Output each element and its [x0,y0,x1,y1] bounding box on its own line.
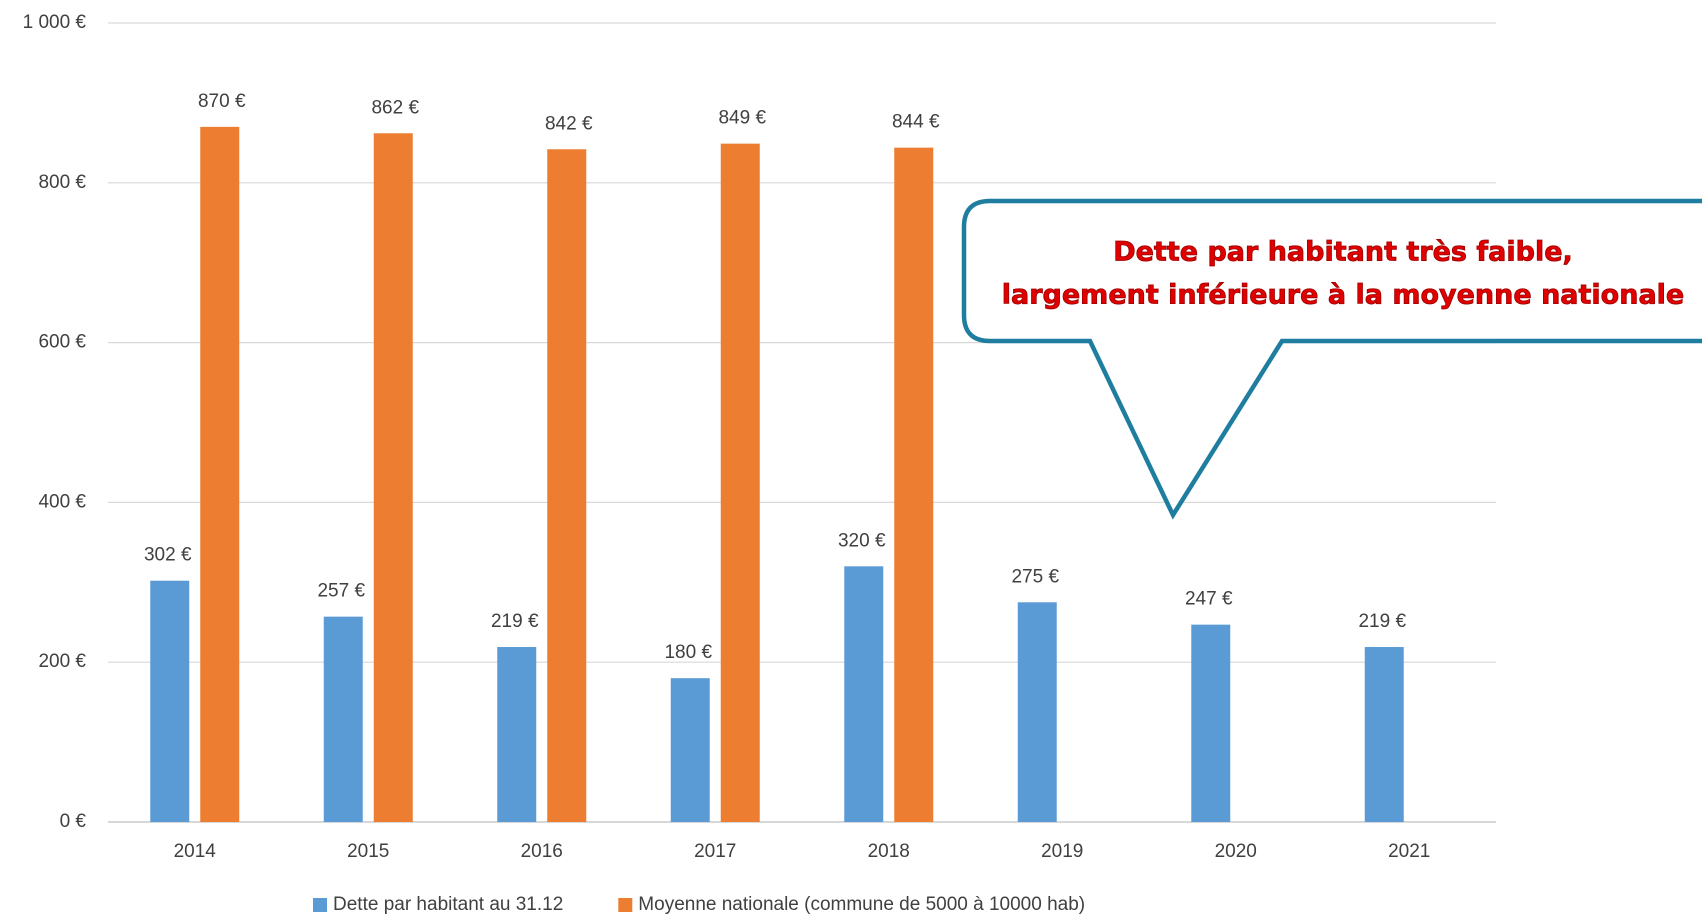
x-tick-label: 2021 [1388,841,1430,862]
data-label: 320 € [838,530,886,551]
data-label: 275 € [1011,566,1059,587]
data-label: 257 € [317,581,365,602]
annotation-line: largement inférieure à la moyenne nation… [1002,280,1684,311]
bar [1017,602,1057,822]
legend-swatch [618,898,633,912]
legend-swatch [313,898,327,912]
data-label: 219 € [491,611,539,632]
x-tick-label: 2014 [174,841,217,862]
bar [323,616,363,822]
callout [961,198,1702,520]
data-label: 247 € [1185,589,1233,610]
bar [497,647,537,822]
x-tick-label: 2015 [347,841,389,862]
data-label: 302 € [144,545,192,566]
y-tick-label: 800 € [38,172,86,193]
bar [373,133,413,823]
y-tick-label: 400 € [38,491,86,512]
bar [547,149,587,822]
x-tick-label: 2018 [868,841,910,862]
bar [844,566,884,822]
y-tick-label: 200 € [38,651,86,672]
x-tick-label: 2020 [1215,841,1257,862]
bar [1364,647,1404,822]
data-label: 219 € [1358,611,1406,632]
legend-label: Dette par habitant au 31.12 [333,894,563,915]
x-tick-label: 2017 [694,841,736,862]
bar [894,147,934,823]
bar [200,126,240,823]
data-label: 849 € [718,108,766,129]
bar [670,678,710,822]
bar [1191,624,1231,822]
y-tick-label: 1 000 € [23,12,87,33]
annotation-line: Dette par habitant très faible, [1113,237,1573,268]
bar [150,580,190,822]
data-label: 870 € [198,91,246,112]
x-tick-label: 2019 [1041,841,1083,862]
y-tick-label: 0 € [60,811,87,832]
data-label: 180 € [664,642,712,663]
data-label: 842 € [545,113,593,134]
x-tick-label: 2016 [521,841,563,862]
y-tick-label: 600 € [38,332,86,353]
bar [720,143,760,823]
data-label: 844 € [892,112,940,133]
legend-label: Moyenne nationale (commune de 5000 à 100… [638,894,1085,915]
data-label: 862 € [371,97,419,118]
